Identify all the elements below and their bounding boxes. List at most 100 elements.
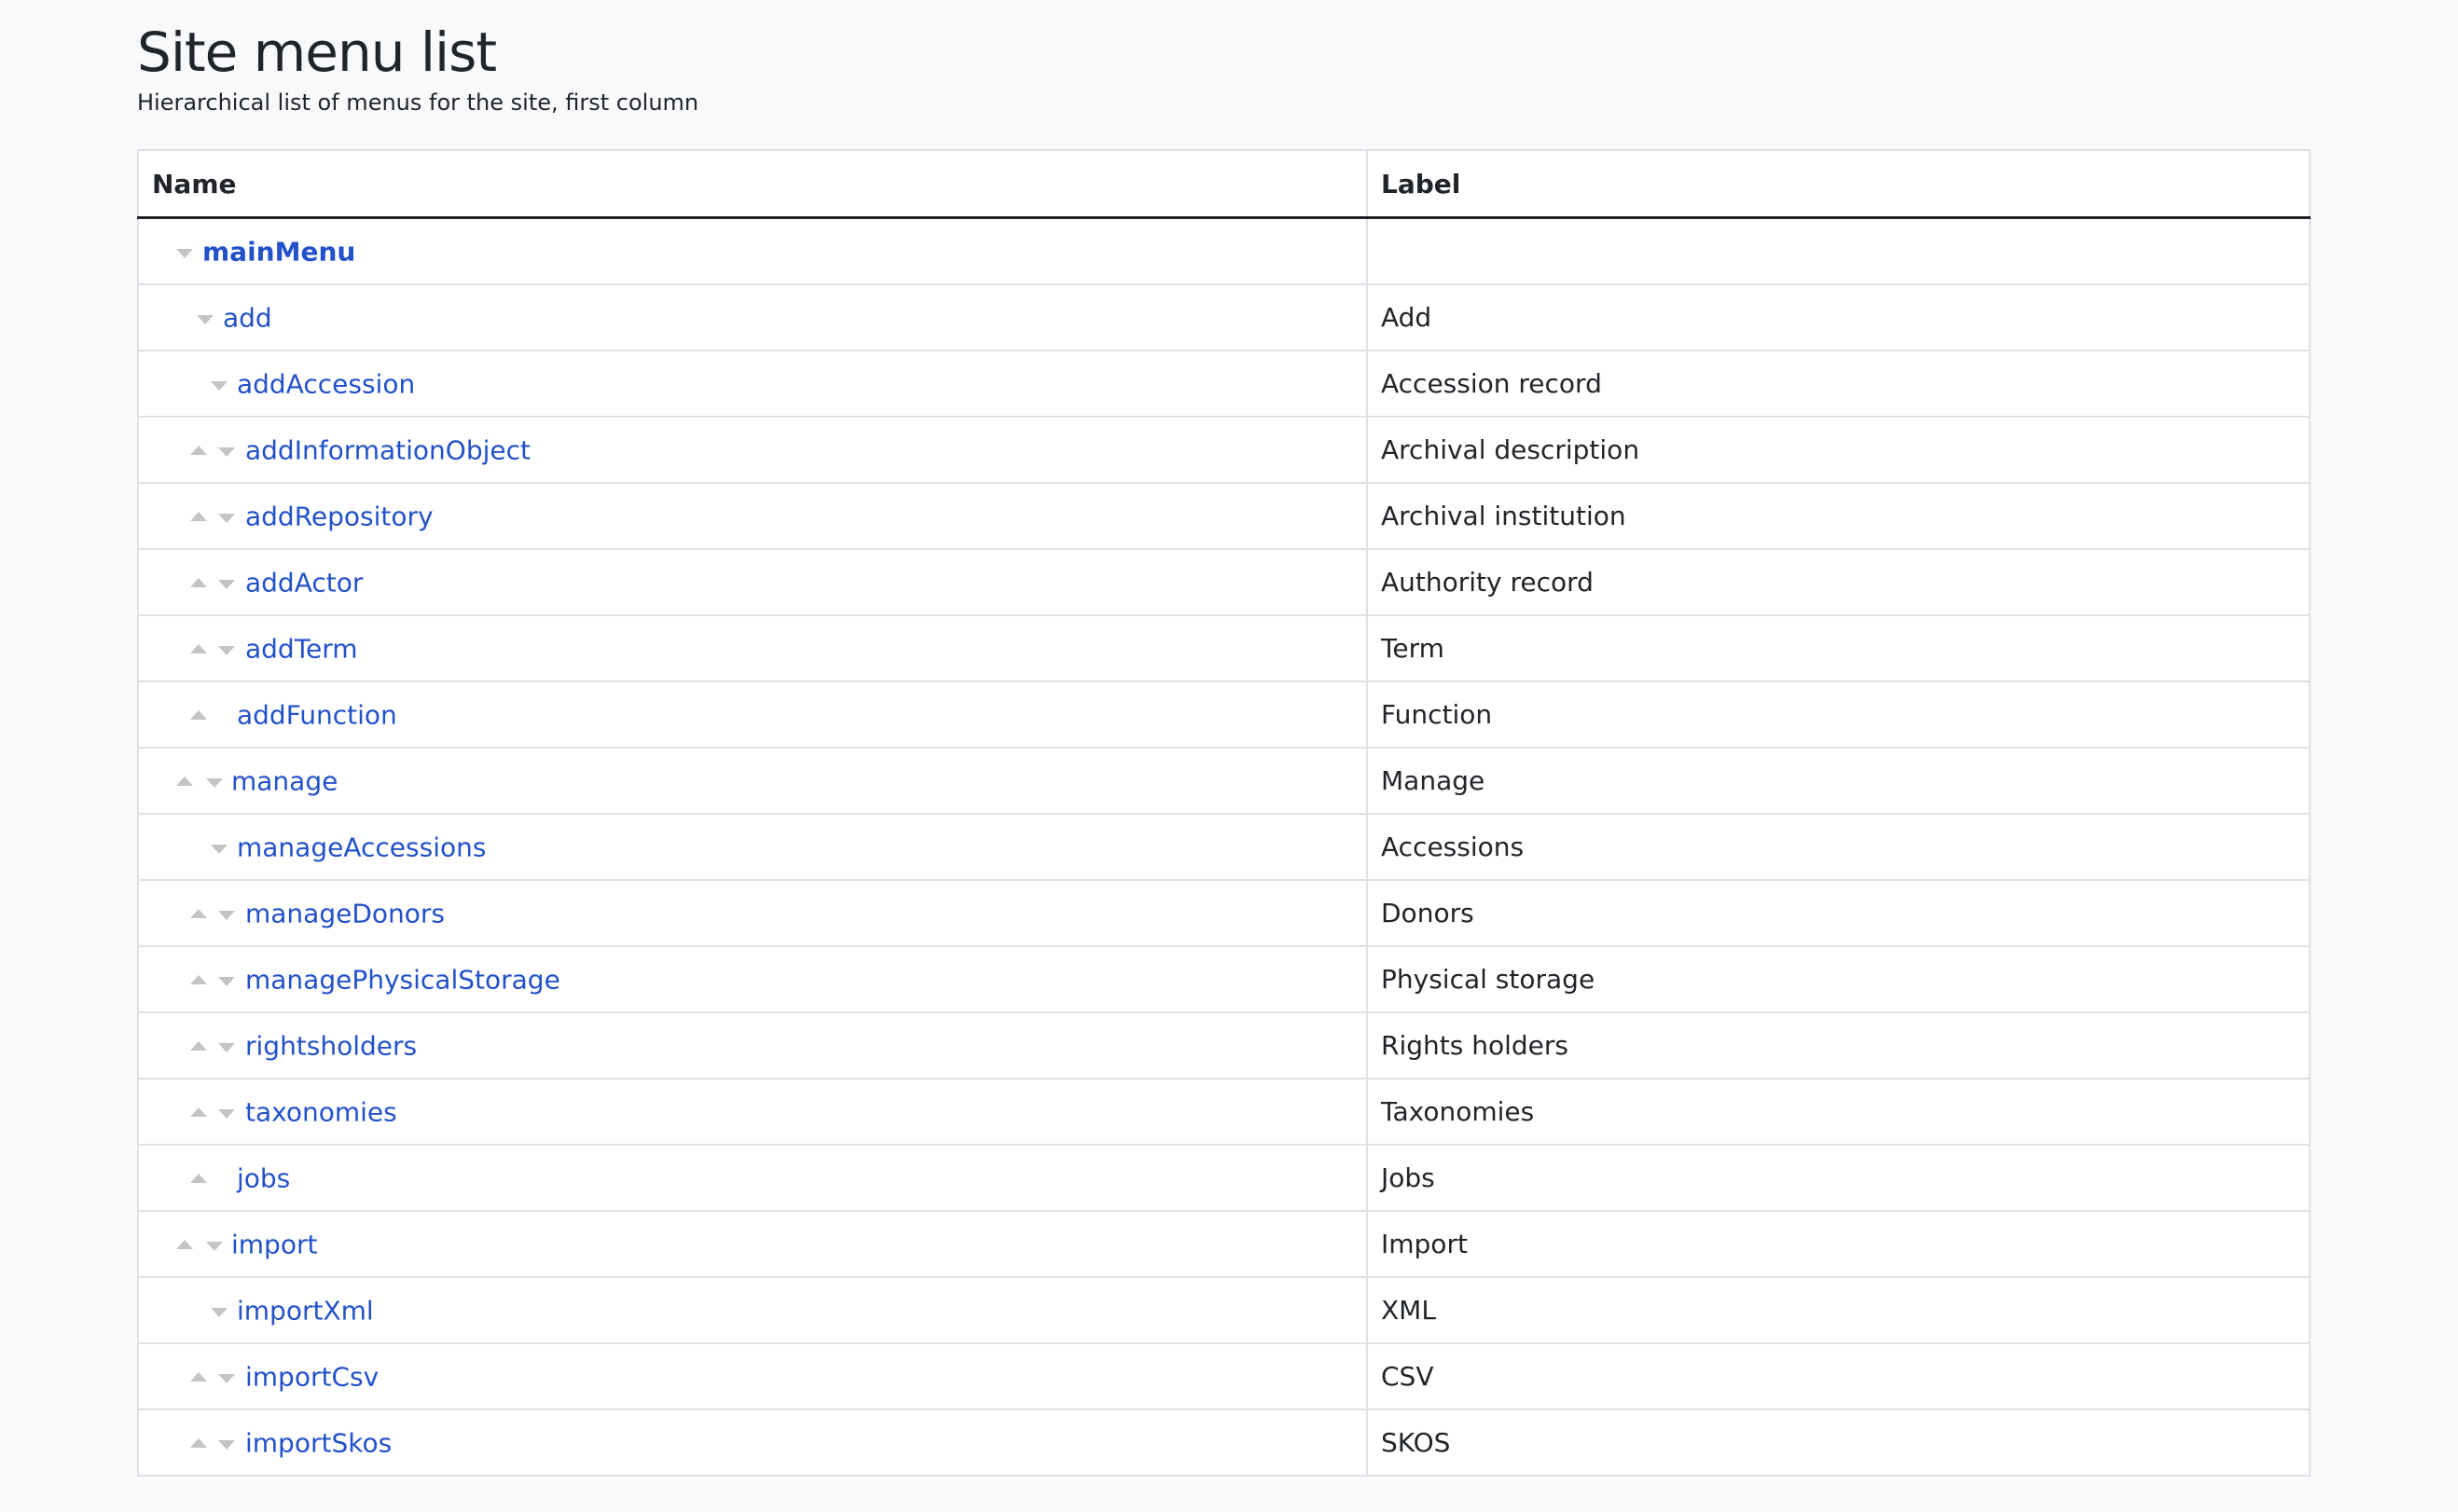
move-down-icon[interactable] bbox=[218, 1373, 235, 1383]
move-down-icon[interactable] bbox=[211, 1307, 228, 1317]
move-down-icon[interactable] bbox=[176, 248, 193, 258]
menu-name-link[interactable]: importCsv bbox=[245, 1361, 380, 1392]
table-row: addTerm Term bbox=[137, 614, 2311, 682]
name-cell: import bbox=[137, 1210, 1368, 1278]
menu-label: CSV bbox=[1366, 1342, 2311, 1410]
menu-label: Rights holders bbox=[1366, 1011, 2311, 1079]
table-row: addInformationObject Archival description bbox=[137, 416, 2311, 484]
move-up-icon[interactable] bbox=[176, 776, 193, 786]
menu-name-link[interactable]: addTerm bbox=[245, 633, 358, 664]
move-down-icon[interactable] bbox=[218, 447, 235, 457]
menu-name-link[interactable]: addInformationObject bbox=[245, 434, 531, 465]
menu-label bbox=[1366, 216, 2311, 285]
move-down-icon[interactable] bbox=[218, 579, 235, 589]
table-row: taxonomies Taxonomies bbox=[137, 1078, 2311, 1146]
menu-label: Accession record bbox=[1366, 350, 2311, 418]
name-cell: addAccession bbox=[137, 350, 1368, 418]
menu-name-link[interactable]: importXml bbox=[237, 1295, 374, 1326]
menu-name-link[interactable]: rightsholders bbox=[245, 1030, 418, 1061]
table-row: jobs Jobs bbox=[137, 1144, 2311, 1212]
name-cell: manage bbox=[137, 747, 1368, 815]
move-down-icon[interactable] bbox=[206, 777, 223, 788]
menu-label: Accessions bbox=[1366, 813, 2311, 881]
move-down-icon[interactable] bbox=[218, 1108, 235, 1119]
column-header-label: Label bbox=[1366, 149, 2311, 219]
move-down-icon[interactable] bbox=[197, 314, 214, 324]
menu-label: Manage bbox=[1366, 747, 2311, 815]
table-row: addFunction Function bbox=[137, 680, 2311, 749]
name-cell: addInformationObject bbox=[137, 416, 1368, 484]
menu-name-link[interactable]: import bbox=[231, 1229, 318, 1259]
table-row: add Add bbox=[137, 283, 2311, 351]
name-cell: importXml bbox=[137, 1276, 1368, 1344]
name-cell: mainMenu bbox=[137, 216, 1368, 285]
table-row: manage Manage bbox=[137, 747, 2311, 815]
move-up-icon[interactable] bbox=[190, 1173, 207, 1183]
menu-name-link[interactable]: manageAccessions bbox=[237, 832, 487, 862]
name-cell: managePhysicalStorage bbox=[137, 945, 1368, 1013]
move-down-icon[interactable] bbox=[218, 645, 235, 655]
move-up-icon[interactable] bbox=[190, 974, 207, 984]
name-cell: add bbox=[137, 283, 1368, 351]
table-row: managePhysicalStorage Physical storage bbox=[137, 945, 2311, 1013]
menu-label: Add bbox=[1366, 283, 2311, 351]
move-up-icon[interactable] bbox=[176, 1239, 193, 1249]
menu-name-link[interactable]: addAccession bbox=[237, 368, 416, 399]
move-down-icon[interactable] bbox=[218, 1042, 235, 1052]
menu-name-link[interactable]: manage bbox=[231, 765, 338, 796]
menu-label: Taxonomies bbox=[1366, 1078, 2311, 1146]
menu-name-link[interactable]: addFunction bbox=[237, 699, 397, 730]
move-up-icon[interactable] bbox=[190, 511, 207, 521]
move-down-icon[interactable] bbox=[218, 513, 235, 523]
name-cell: importCsv bbox=[137, 1342, 1368, 1410]
move-down-icon[interactable] bbox=[218, 1439, 235, 1450]
column-header-name: Name bbox=[137, 149, 1368, 219]
move-down-icon[interactable] bbox=[211, 844, 228, 854]
name-cell: importSkos bbox=[137, 1409, 1368, 1477]
menu-label: Jobs bbox=[1366, 1144, 2311, 1212]
menu-name-link[interactable]: add bbox=[223, 302, 272, 333]
table-row: import Import bbox=[137, 1210, 2311, 1278]
menu-name-link[interactable]: managePhysicalStorage bbox=[245, 964, 560, 995]
name-cell: addActor bbox=[137, 548, 1368, 616]
menu-name-link[interactable]: addRepository bbox=[245, 501, 434, 531]
table-row: importXml XML bbox=[137, 1276, 2311, 1344]
menu-name-link[interactable]: manageDonors bbox=[245, 898, 446, 928]
move-up-icon[interactable] bbox=[190, 908, 207, 918]
move-up-icon[interactable] bbox=[190, 445, 207, 455]
menu-label: SKOS bbox=[1366, 1409, 2311, 1477]
move-down-icon[interactable] bbox=[211, 380, 228, 391]
menu-label: Import bbox=[1366, 1210, 2311, 1278]
table-row: rightsholders Rights holders bbox=[137, 1011, 2311, 1079]
menu-label: XML bbox=[1366, 1276, 2311, 1344]
move-up-icon[interactable] bbox=[190, 1437, 207, 1448]
move-up-icon[interactable] bbox=[190, 1040, 207, 1051]
menu-name-link[interactable]: addActor bbox=[245, 567, 364, 598]
table-row: importCsv CSV bbox=[137, 1342, 2311, 1410]
move-up-icon[interactable] bbox=[190, 577, 207, 587]
name-cell: addTerm bbox=[137, 614, 1368, 682]
menu-label: Function bbox=[1366, 680, 2311, 749]
name-cell: manageDonors bbox=[137, 879, 1368, 947]
menu-label: Term bbox=[1366, 614, 2311, 682]
name-cell: manageAccessions bbox=[137, 813, 1368, 881]
name-cell: rightsholders bbox=[137, 1011, 1368, 1079]
menu-label: Archival institution bbox=[1366, 482, 2311, 550]
menu-label: Physical storage bbox=[1366, 945, 2311, 1013]
menu-name-link[interactable]: importSkos bbox=[245, 1427, 393, 1458]
table-row: mainMenu bbox=[137, 216, 2311, 285]
menu-table: Name Label mainMenu add Add addAccession Acc… bbox=[137, 149, 2311, 1477]
menu-name-link[interactable]: jobs bbox=[237, 1162, 291, 1193]
move-up-icon[interactable] bbox=[190, 1107, 207, 1117]
move-up-icon[interactable] bbox=[190, 1371, 207, 1381]
name-cell: taxonomies bbox=[137, 1078, 1368, 1146]
name-cell: addRepository bbox=[137, 482, 1368, 550]
move-up-icon[interactable] bbox=[190, 709, 207, 720]
menu-name-link[interactable]: mainMenu bbox=[202, 236, 356, 267]
move-down-icon[interactable] bbox=[218, 910, 235, 920]
move-down-icon[interactable] bbox=[218, 976, 235, 986]
name-cell: jobs bbox=[137, 1144, 1368, 1212]
menu-name-link[interactable]: taxonomies bbox=[245, 1096, 397, 1127]
move-up-icon[interactable] bbox=[190, 643, 207, 653]
move-down-icon[interactable] bbox=[206, 1241, 223, 1251]
